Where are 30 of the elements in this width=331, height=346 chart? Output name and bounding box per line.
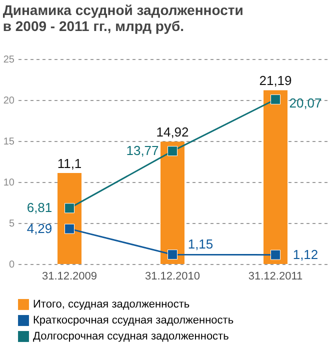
- legend-label: Долгосрочная ссудная задолженность: [33, 330, 230, 342]
- y-tick-label: 5: [8, 218, 15, 230]
- bar: [264, 90, 288, 264]
- data-label: 13,77: [126, 143, 159, 158]
- point: [64, 203, 74, 214]
- x-tick-label: 31.12.2010: [144, 270, 200, 282]
- point: [270, 94, 280, 104]
- point: [168, 146, 178, 156]
- point: [270, 250, 280, 260]
- x-tick-label: 31.12.2009: [42, 270, 98, 282]
- x-tick-label: 31.12.2011: [248, 270, 303, 282]
- y-tick-label: 20: [3, 96, 15, 106]
- point: [64, 224, 74, 234]
- bar: [160, 142, 184, 264]
- data-label: 1,15: [188, 236, 214, 252]
- data-label: 4,29: [26, 220, 52, 236]
- data-label: 11,1: [57, 156, 82, 171]
- legend-label: Краткосрочная ссудная задолженность: [33, 314, 234, 326]
- chart-title: Динамика ссудной задолженности в 2009 - 2011 гг., млрд руб.: [2, 2, 244, 34]
- y-tick-label: 0: [8, 260, 15, 270]
- y-tick-label: 15: [3, 136, 15, 148]
- data-label: 21,19: [259, 73, 292, 88]
- legend-label: Итого, ссудная задолженность: [33, 298, 190, 310]
- y-tick-label: 25: [3, 54, 15, 66]
- data-label: 1,12: [292, 246, 318, 262]
- data-label: 6,81: [26, 200, 52, 216]
- point: [168, 250, 178, 260]
- y-tick-label: 10: [3, 178, 15, 188]
- data-label: 14,92: [156, 124, 189, 140]
- data-label: 20,07: [289, 95, 322, 110]
